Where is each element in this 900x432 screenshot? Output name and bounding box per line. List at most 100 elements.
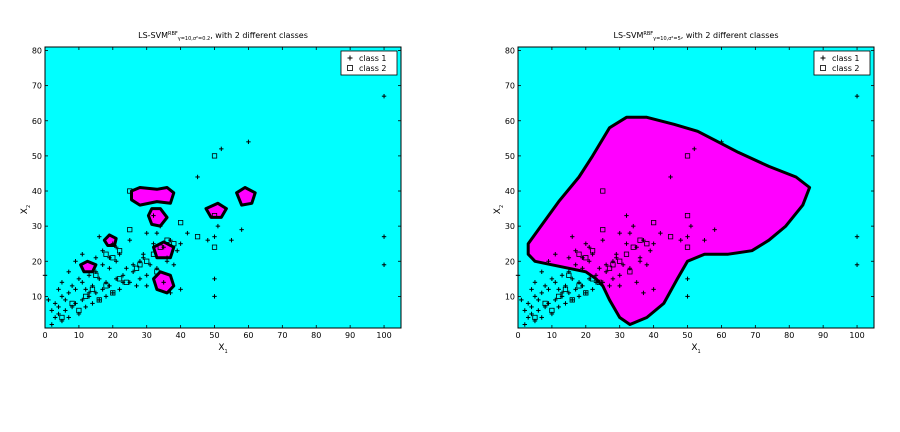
data-point-class-2 — [589, 276, 596, 282]
data-point-class-1 — [519, 297, 524, 303]
data-point-class-1 — [56, 311, 61, 317]
data-point-class-2 — [144, 258, 150, 264]
data-point-class-1 — [83, 287, 88, 292]
decision-region — [526, 115, 812, 326]
data-point-class-1 — [144, 283, 149, 289]
data-point-class-1 — [587, 259, 592, 264]
data-point-class-1 — [154, 230, 160, 236]
data-point-class-1 — [185, 230, 190, 236]
y-tick-label: 10 — [32, 292, 42, 301]
data-point-class-2 — [83, 293, 89, 299]
data-point-class-1 — [49, 322, 54, 327]
data-point-class-1 — [583, 241, 589, 246]
data-point-class-1 — [83, 304, 88, 310]
data-point-class-1 — [114, 245, 119, 250]
data-point-class-1 — [536, 308, 541, 313]
y-tick-label: 20 — [32, 257, 42, 266]
data-point-class-1 — [678, 237, 683, 243]
data-point-class-1 — [100, 262, 105, 267]
data-point-class-1 — [651, 287, 656, 292]
data-point-class-2 — [576, 283, 582, 289]
data-point-class-1 — [147, 262, 153, 267]
data-point-class-1 — [164, 259, 170, 264]
data-point-class-1 — [573, 262, 578, 267]
data-point-class-1 — [529, 311, 534, 317]
x-tick-label: 50 — [209, 331, 219, 340]
data-point-class-1 — [76, 276, 82, 282]
data-point-class-1 — [93, 290, 99, 296]
data-point-class-1 — [532, 280, 538, 285]
data-point-class-2 — [576, 251, 582, 257]
data-point-class-1 — [600, 237, 605, 243]
data-point-class-1 — [63, 297, 68, 303]
data-point-class-1 — [685, 234, 690, 239]
x-axis-label-left: X1 — [218, 343, 227, 355]
chart-title-left: LS-SVMRBFγ=10,σ²=0.2, with 2 different c… — [138, 31, 308, 42]
data-point-class-1 — [86, 273, 92, 278]
data-point-class-1 — [525, 301, 531, 306]
data-point-class-1 — [110, 241, 116, 246]
data-point-class-1 — [73, 287, 78, 292]
data-point-class-1 — [603, 262, 609, 267]
data-point-class-1 — [80, 297, 85, 303]
data-point-class-1 — [49, 308, 54, 313]
data-point-class-1 — [168, 290, 173, 296]
data-point-class-1 — [229, 237, 234, 243]
title-main: LS-SVM — [613, 31, 643, 40]
data-point-class-2 — [600, 227, 606, 233]
data-point-class-2 — [103, 283, 109, 289]
data-point-class-2 — [154, 269, 160, 275]
legend-box — [340, 50, 398, 76]
data-point-class-1 — [97, 276, 102, 282]
data-point-class-1 — [559, 290, 565, 296]
data-point-class-2 — [583, 255, 589, 261]
data-point-class-2 — [610, 262, 616, 268]
data-point-class-1 — [854, 93, 860, 99]
data-point-class-1 — [539, 290, 544, 296]
data-point-class-2 — [110, 255, 116, 261]
y-tick-label: 10 — [505, 292, 515, 301]
decision-region — [235, 186, 257, 207]
data-point-class-1 — [114, 259, 119, 264]
data-point-class-1 — [246, 139, 251, 145]
data-point-class-2 — [150, 251, 157, 257]
data-point-class-1 — [66, 269, 71, 274]
data-point-class-1 — [110, 290, 116, 296]
data-point-class-1 — [603, 269, 609, 274]
data-point-class-1 — [617, 273, 622, 278]
data-point-class-2 — [651, 220, 657, 226]
data-point-class-2 — [127, 188, 133, 194]
data-point-class-2 — [171, 241, 177, 247]
data-point-class-1 — [100, 248, 105, 253]
axis-ticks-right: 0 10 20 30 40 50 60 70 80 90 100 10 20 30 40 50 60 70 80 — [505, 47, 874, 340]
data-point-class-2 — [127, 227, 133, 233]
data-point-class-1 — [532, 294, 538, 299]
data-point-class-1 — [59, 280, 65, 285]
data-point-class-2 — [211, 153, 218, 159]
data-point-class-1 — [212, 234, 217, 239]
chart-right: 0 10 20 30 40 50 60 70 80 90 100 10 20 30 40 50 60 70 80 L… — [493, 31, 875, 355]
x-tick-label: 30 — [142, 331, 152, 340]
data-point-class-1 — [56, 287, 61, 292]
data-point-class-1 — [549, 276, 555, 282]
data-point-class-1 — [614, 255, 619, 260]
data-point-class-1 — [854, 234, 860, 239]
x-tick-label: 90 — [345, 331, 355, 340]
x-tick-label: 30 — [615, 331, 625, 340]
data-point-class-1 — [52, 301, 58, 306]
data-point-class-2 — [684, 153, 691, 159]
data-point-class-1 — [688, 223, 694, 229]
y-tick-label: 50 — [505, 152, 515, 161]
data-point-class-1 — [59, 294, 65, 299]
data-point-class-2 — [606, 265, 613, 271]
data-point-class-1 — [597, 266, 602, 271]
data-point-class-2 — [110, 290, 116, 296]
data-point-class-1 — [570, 297, 575, 303]
data-point-class-1 — [685, 276, 690, 282]
data-point-class-1 — [381, 93, 387, 99]
y-tick-label: 80 — [505, 47, 515, 56]
title-suffix: , with 2 different classes — [681, 31, 779, 40]
data-point-class-1 — [522, 308, 527, 313]
data-point-class-2 — [116, 276, 123, 282]
data-point-class-1 — [80, 252, 85, 257]
